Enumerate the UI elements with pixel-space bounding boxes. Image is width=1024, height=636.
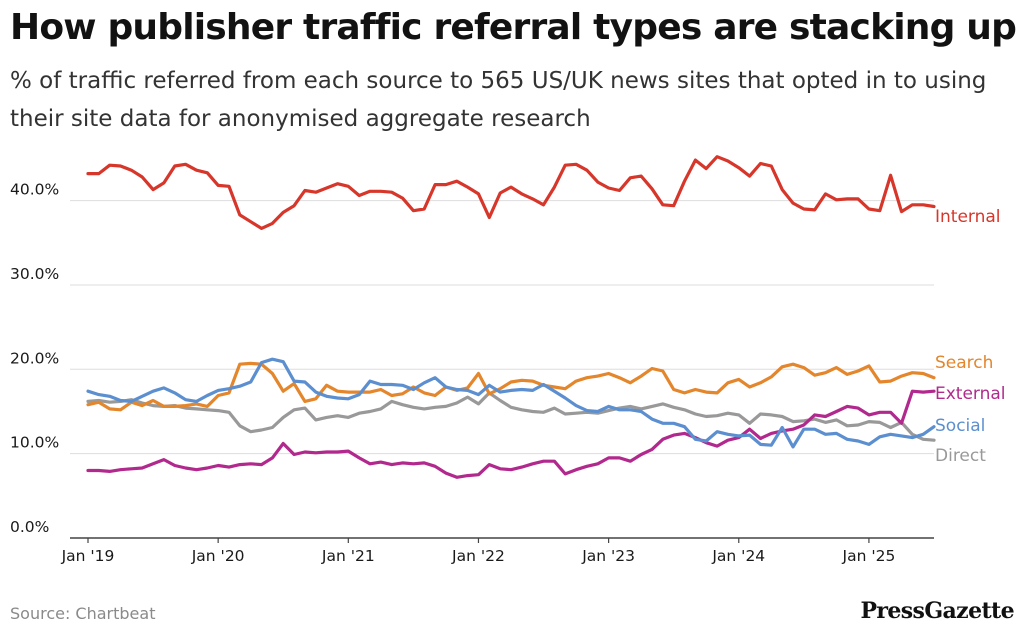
- series-label-direct: Direct: [935, 446, 986, 466]
- series-lines: [86, 155, 936, 479]
- y-axis-ticks: 0.0% 10.0% 20.0% 30.0% 40.0%: [10, 181, 59, 536]
- series-line-external: [86, 389, 936, 479]
- y-tick-label: 40.0%: [10, 181, 59, 199]
- series-label-internal: Internal: [935, 207, 1001, 227]
- series-line-search: [86, 361, 936, 412]
- x-tick-label: Jan '23: [581, 547, 635, 565]
- y-tick-label: 0.0%: [10, 518, 49, 536]
- series-labels: Internal Search External Social Direct: [935, 207, 1006, 466]
- x-tick-label: Jan '21: [321, 547, 375, 565]
- series-line-internal: [86, 155, 936, 231]
- series-line-social: [86, 357, 936, 449]
- series-label-social: Social: [935, 416, 985, 436]
- x-axis-ticks: Jan '19 Jan '20 Jan '21 Jan '22 Jan '23 Jan '…: [61, 538, 896, 565]
- page-subtitle: % of traffic referred from each source t…: [10, 68, 987, 132]
- x-tick-label: Jan '20: [191, 547, 245, 565]
- y-tick-label: 20.0%: [10, 349, 59, 367]
- series-label-search: Search: [935, 353, 993, 373]
- series-line-direct: [86, 391, 936, 442]
- x-tick-label: Jan '25: [842, 547, 896, 565]
- line-chart: 0.0%10.0%20.0%30.0%40.0% Jan '19 Jan '20 J…: [10, 155, 1006, 565]
- source-note: Source: Chartbeat: [10, 604, 156, 623]
- x-tick-label: Jan '22: [451, 547, 505, 565]
- y-tick-label: 10.0%: [10, 434, 59, 452]
- page-title: How publisher traffic referral types are…: [10, 7, 1017, 48]
- x-tick-label: Jan '24: [711, 547, 765, 565]
- brand-logo: PressGazette: [860, 598, 1014, 624]
- gridlines: [70, 200, 934, 539]
- y-tick-label: 30.0%: [10, 265, 59, 283]
- series-label-external: External: [935, 384, 1006, 404]
- x-tick-label: Jan '19: [61, 547, 115, 565]
